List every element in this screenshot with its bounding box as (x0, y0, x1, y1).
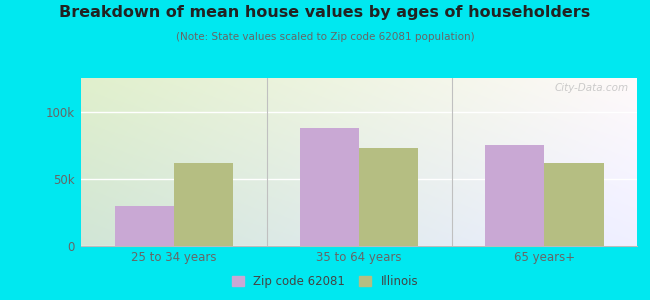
Bar (114, 206, 174, 246)
Bar (174, 163, 233, 246)
Text: City-Data.com: City-Data.com (554, 83, 629, 93)
Text: (Note: State values scaled to Zip code 62081 population): (Note: State values scaled to Zip code 6… (176, 32, 474, 41)
Legend: Zip code 62081, Illinois: Zip code 62081, Illinois (227, 270, 422, 292)
Bar (485, 145, 545, 246)
Text: Breakdown of mean house values by ages of householders: Breakdown of mean house values by ages o… (59, 4, 591, 20)
Bar (545, 163, 604, 246)
Bar (300, 128, 359, 246)
Bar (359, 148, 419, 246)
